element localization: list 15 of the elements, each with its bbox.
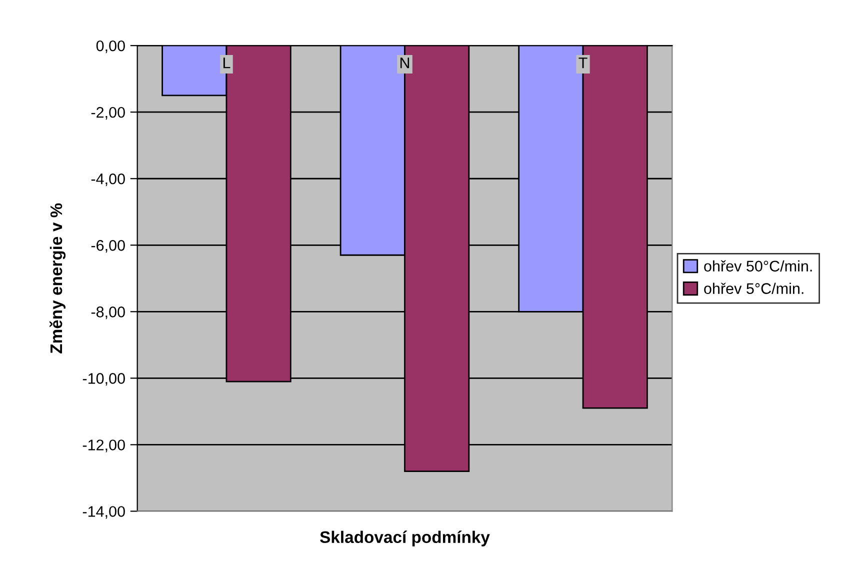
y-tick-label: -6,00 — [91, 240, 125, 253]
legend-label: ohřev 5°C/min. — [704, 282, 804, 294]
y-tick-label: -10,00 — [82, 373, 125, 386]
y-tick-label: 0,00 — [96, 40, 125, 54]
y-axis-title: Změny energie v % — [50, 203, 66, 354]
x-tick-label: N — [400, 58, 410, 68]
y-tick-label: -8,00 — [91, 306, 125, 320]
y-tick-label: -14,00 — [82, 506, 125, 519]
y-tick-label: -12,00 — [82, 440, 125, 452]
legend-label: ohřev 50°C/min. — [704, 260, 812, 272]
x-tick-label: T — [578, 58, 588, 68]
y-tick-label: -2,00 — [91, 106, 125, 120]
y-tick-label: -4,00 — [91, 173, 125, 186]
x-axis-title: Skladovací podmínky — [320, 530, 490, 546]
x-tick-label: L — [223, 58, 230, 68]
